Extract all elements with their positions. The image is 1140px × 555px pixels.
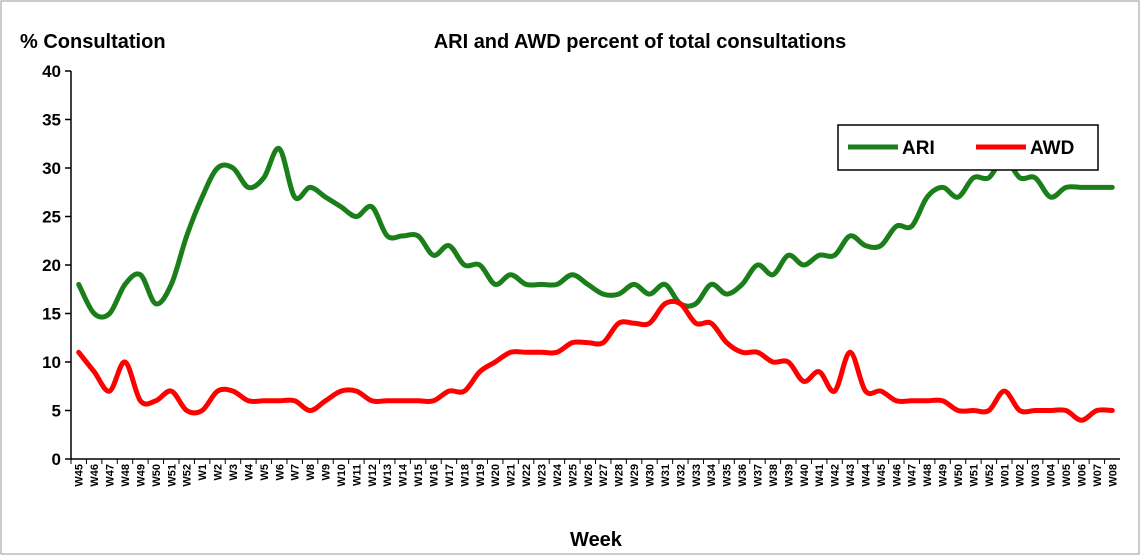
x-tick-label: W34 <box>706 463 718 487</box>
x-tick-label: W31 <box>660 464 672 487</box>
x-tick-label: W49 <box>938 464 950 487</box>
x-tick-label: W11 <box>351 464 363 486</box>
x-tick-label: W35 <box>722 464 734 487</box>
legend-label: AWD <box>1030 138 1074 159</box>
x-tick-label: W50 <box>953 464 965 487</box>
x-tick-label: W45 <box>74 464 86 487</box>
x-tick-label: W13 <box>382 464 394 487</box>
y-tick-label: 35 <box>42 111 61 130</box>
x-tick-label: W25 <box>567 464 579 487</box>
x-tick-label: W17 <box>444 464 456 487</box>
x-tick-label: W5 <box>259 464 271 481</box>
x-tick-label: W36 <box>737 464 749 487</box>
series-line <box>76 146 1115 320</box>
x-tick-label: W12 <box>367 464 379 487</box>
x-tick-label: W15 <box>413 464 425 487</box>
y-tick-label: 15 <box>42 305 61 324</box>
y-tick-label: 0 <box>52 450 61 469</box>
x-tick-label: W14 <box>398 463 410 487</box>
x-tick-label: W39 <box>783 464 795 487</box>
y-tick-label: 5 <box>52 402 61 421</box>
x-tick-label: W27 <box>598 464 610 487</box>
x-tick-label: W32 <box>675 464 687 487</box>
x-tick-label: W48 <box>922 464 934 487</box>
x-tick-label: W1 <box>197 464 209 481</box>
y-tick-label: 40 <box>42 62 61 81</box>
legend-label: ARI <box>902 138 935 159</box>
x-tick-label: W19 <box>475 464 487 487</box>
x-tick-label: W08 <box>1107 464 1119 487</box>
x-tick-label: W42 <box>830 464 842 487</box>
x-tick-label: W47 <box>907 464 919 487</box>
x-tick-label: W02 <box>1015 464 1027 487</box>
x-axis-label: Week <box>570 529 623 551</box>
x-tick-label: W2 <box>213 464 225 481</box>
x-tick-label: W50 <box>151 464 163 487</box>
x-tick-label: W07 <box>1092 464 1104 487</box>
x-tick-label: W38 <box>768 464 780 487</box>
x-tick-label: W01 <box>999 464 1011 487</box>
x-tick-label: W51 <box>968 464 980 487</box>
x-tick-label: W47 <box>105 464 117 487</box>
x-tick-label: W10 <box>336 464 348 487</box>
x-tick-label: W29 <box>629 464 641 487</box>
x-tick-label: W52 <box>182 464 194 487</box>
y-tick-label: 20 <box>42 256 61 275</box>
x-tick-label: W23 <box>537 464 549 487</box>
x-tick-label: W41 <box>814 464 826 487</box>
x-tick-label: W37 <box>752 464 764 487</box>
series-line <box>76 298 1115 423</box>
x-tick-label: W46 <box>89 464 101 487</box>
x-tick-label: W30 <box>644 464 656 487</box>
x-tick-label: W51 <box>166 464 178 487</box>
x-tick-label: W43 <box>845 464 857 487</box>
y-tick-label: 25 <box>42 208 61 227</box>
x-tick-label: W48 <box>120 464 132 487</box>
x-tick-label: W28 <box>614 464 626 487</box>
x-tick-label: W26 <box>583 464 595 487</box>
x-tick-label: W20 <box>490 464 502 487</box>
chart-title: ARI and AWD percent of total consultatio… <box>434 31 847 53</box>
x-tick-label: W03 <box>1030 464 1042 487</box>
y-tick-label: 10 <box>42 353 61 372</box>
x-tick-label: W33 <box>691 464 703 487</box>
x-tick-label: W4 <box>243 463 255 480</box>
x-tick-label: W05 <box>1061 464 1073 487</box>
x-tick-label: W6 <box>274 464 286 481</box>
x-tick-label: W45 <box>876 464 888 487</box>
x-tick-label: W46 <box>891 464 903 487</box>
x-tick-label: W04 <box>1046 463 1058 487</box>
x-tick-label: W40 <box>799 464 811 487</box>
x-tick-label: W8 <box>305 464 317 481</box>
x-tick-label: W21 <box>506 464 518 487</box>
y-axis-label: % Consultation <box>20 31 166 53</box>
x-tick-label: W06 <box>1076 464 1088 487</box>
x-tick-label: W3 <box>228 464 240 481</box>
x-tick-label: W22 <box>521 464 533 487</box>
x-tick-label: W52 <box>984 464 996 487</box>
x-tick-label: W16 <box>429 464 441 487</box>
x-tick-label: W7 <box>290 464 302 481</box>
y-tick-label: 30 <box>42 159 61 178</box>
x-tick-label: W24 <box>552 463 564 487</box>
x-tick-label: W18 <box>459 464 471 487</box>
x-tick-label: W49 <box>135 464 147 487</box>
x-tick-label: W9 <box>321 464 333 481</box>
x-tick-label: W44 <box>860 463 872 487</box>
